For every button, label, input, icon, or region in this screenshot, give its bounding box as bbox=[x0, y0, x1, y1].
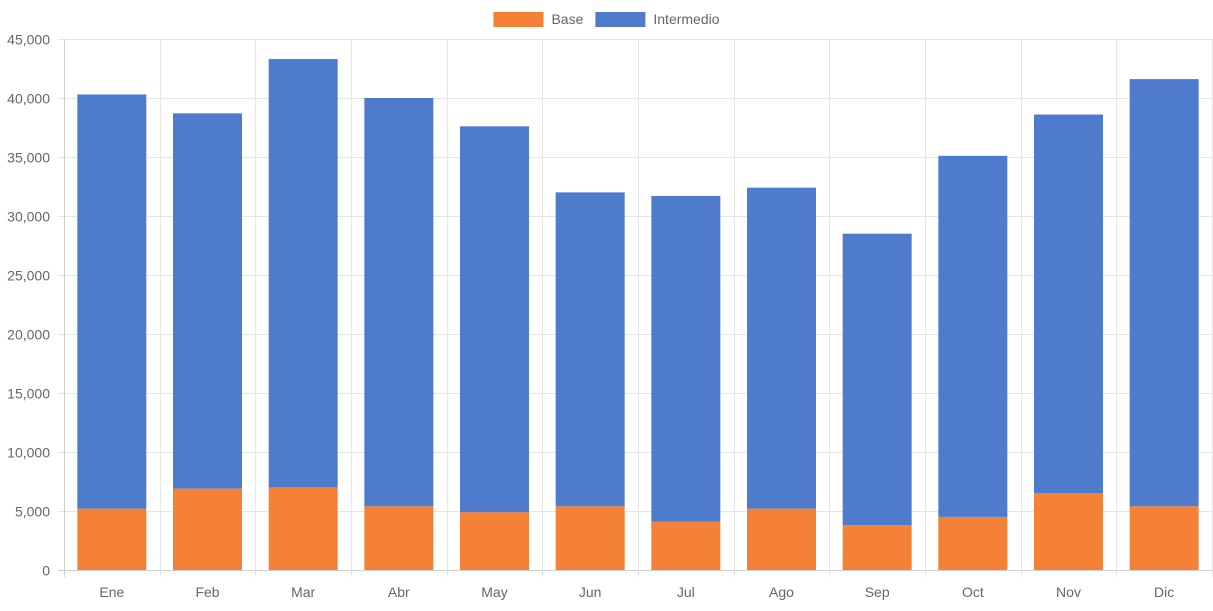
x-tick-label: Jun bbox=[579, 584, 602, 600]
bar-intermedio-oct bbox=[938, 155, 1008, 517]
bar-base-nov bbox=[1034, 493, 1103, 570]
x-tick-label: Nov bbox=[1056, 584, 1081, 600]
legend-swatch bbox=[595, 12, 646, 27]
bar-base-may bbox=[460, 512, 529, 570]
legend: Base Intermedio bbox=[493, 11, 720, 27]
legend-label: Base bbox=[551, 11, 583, 27]
x-tick-label: May bbox=[481, 584, 507, 600]
bars bbox=[77, 59, 1199, 570]
bar-base-ago bbox=[747, 508, 816, 570]
y-tick-label: 20,000 bbox=[7, 327, 50, 343]
y-tick-label: 15,000 bbox=[7, 386, 50, 402]
bar-intermedio-feb bbox=[173, 113, 242, 489]
bar-base-sep bbox=[842, 525, 912, 570]
bar-intermedio-dic bbox=[1129, 79, 1199, 507]
bar-intermedio-nov bbox=[1034, 114, 1103, 494]
bar-intermedio-mar bbox=[268, 59, 338, 488]
y-tick-label: 0 bbox=[42, 563, 50, 579]
legend-item-base: Base bbox=[493, 11, 584, 27]
y-tick-label: 45,000 bbox=[7, 32, 50, 48]
bar-intermedio-may bbox=[460, 126, 529, 513]
bar-intermedio-abr bbox=[364, 98, 434, 507]
x-tick-label: Abr bbox=[388, 584, 410, 600]
legend-label: Intermedio bbox=[653, 11, 719, 27]
bar-base-oct bbox=[938, 516, 1008, 570]
x-tick-label: Ene bbox=[99, 584, 124, 600]
bar-intermedio-jul bbox=[651, 195, 721, 522]
bar-base-jul bbox=[651, 521, 721, 570]
x-tick-label: Mar bbox=[291, 584, 315, 600]
bar-base-feb bbox=[173, 488, 242, 570]
legend-swatch bbox=[493, 12, 544, 27]
bar-intermedio-ago bbox=[747, 187, 816, 509]
x-tick-label: Dic bbox=[1154, 584, 1174, 600]
x-tick-label: Ago bbox=[769, 584, 794, 600]
bar-base-jun bbox=[555, 506, 625, 570]
y-tick-label: 40,000 bbox=[7, 91, 50, 107]
x-tick-label: Oct bbox=[962, 584, 984, 600]
bar-intermedio-ene bbox=[77, 94, 147, 509]
bar-intermedio-jun bbox=[555, 192, 625, 507]
bar-base-ene bbox=[77, 508, 147, 570]
x-tick-label: Sep bbox=[865, 584, 890, 600]
legend-item-intermedio: Intermedio bbox=[595, 11, 720, 27]
axes: 0 5,000 10,000 15,000 20,000 25,000 30,000 35,0… bbox=[7, 32, 1174, 601]
bar-base-dic bbox=[1129, 506, 1199, 570]
bar-intermedio-sep bbox=[842, 233, 912, 526]
bar-base-mar bbox=[268, 487, 338, 570]
x-tick-label: Feb bbox=[195, 584, 219, 600]
y-tick-label: 30,000 bbox=[7, 209, 50, 225]
y-tick-label: 35,000 bbox=[7, 150, 50, 166]
y-tick-label: 5,000 bbox=[15, 504, 50, 520]
bar-base-abr bbox=[364, 506, 434, 570]
x-tick-label: Jul bbox=[677, 584, 695, 600]
y-tick-label: 10,000 bbox=[7, 445, 50, 461]
y-tick-label: 25,000 bbox=[7, 268, 50, 284]
